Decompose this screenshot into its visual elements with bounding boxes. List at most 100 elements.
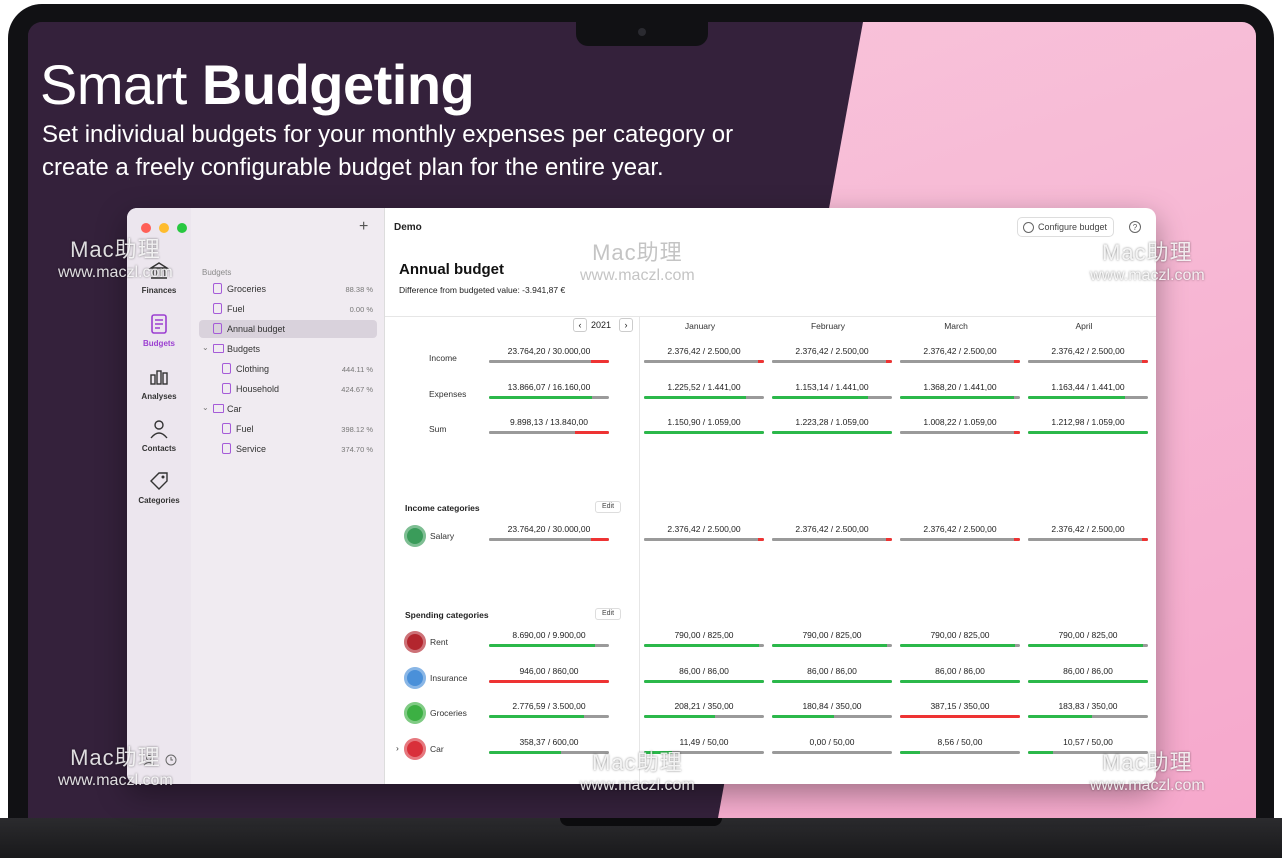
progress-bar xyxy=(1028,431,1148,434)
configure-budget-button[interactable]: Configure budget xyxy=(1017,217,1115,237)
budget-cell[interactable]: 2.376,42 / 2.500,00 xyxy=(644,346,764,366)
budget-cell[interactable]: 790,00 / 825,00 xyxy=(900,630,1020,650)
budget-cell[interactable]: 1.163,44 / 1.441,00 xyxy=(1028,382,1148,402)
budget-cell[interactable]: 1.368,20 / 1.441,00 xyxy=(900,382,1020,402)
budget-cell[interactable]: 13.866,07 / 16.160,00 xyxy=(489,382,609,402)
rail-item-contacts[interactable]: Contacts xyxy=(127,418,191,453)
budget-cell[interactable]: 1.153,14 / 1.441,00 xyxy=(772,382,892,402)
progress-bar xyxy=(772,360,892,363)
budget-cell[interactable]: 9.898,13 / 13.840,00 xyxy=(489,417,609,437)
progress-fill xyxy=(489,360,584,363)
budget-cell[interactable]: 1.008,22 / 1.059,00 xyxy=(900,417,1020,437)
sidebar-item-annual-budget[interactable]: Annual budget xyxy=(199,320,377,338)
budget-cell[interactable]: 946,00 / 860,00 xyxy=(489,666,609,686)
rail-item-analyses[interactable]: Analyses xyxy=(127,366,191,401)
budget-cell[interactable]: 790,00 / 825,00 xyxy=(644,630,764,650)
budget-cell[interactable]: 2.776,59 / 3.500,00 xyxy=(489,701,609,721)
account-icon[interactable] xyxy=(143,754,155,766)
headline: Smart Budgeting xyxy=(40,53,475,116)
progress-bar xyxy=(489,360,609,363)
progress-over xyxy=(591,360,609,363)
budget-doc-icon xyxy=(222,383,231,394)
progress-bar xyxy=(900,751,1020,754)
chevron-down-icon[interactable]: ⌄ xyxy=(202,343,209,352)
budget-cell[interactable]: 208,21 / 350,00 xyxy=(644,701,764,721)
budget-cell[interactable]: 10,57 / 50,00 xyxy=(1028,737,1148,757)
budget-cell[interactable]: 23.764,20 / 30.000,00 xyxy=(489,524,609,544)
sidebar-item-budgets[interactable]: ⌄ Budgets xyxy=(191,340,385,358)
minimize-button[interactable] xyxy=(159,223,169,233)
add-budget-button[interactable]: + xyxy=(359,218,369,235)
budget-cell[interactable]: 1.223,28 / 1.059,00 xyxy=(772,417,892,437)
budget-cell[interactable]: 180,84 / 350,00 xyxy=(772,701,892,721)
sidebar-item-percent: 88.38 % xyxy=(345,285,373,294)
budget-cell[interactable]: 86,00 / 86,00 xyxy=(644,666,764,686)
budget-cell[interactable]: 387,15 / 350,00 xyxy=(900,701,1020,721)
sidebar-item-household[interactable]: Household 424.67 % xyxy=(191,380,385,398)
budget-cell[interactable]: 2.376,42 / 2.500,00 xyxy=(772,524,892,544)
budget-cell[interactable]: 2.376,42 / 2.500,00 xyxy=(1028,524,1148,544)
budget-cell[interactable]: 11,49 / 50,00 xyxy=(644,737,764,757)
progress-bar xyxy=(644,715,764,718)
budget-cell[interactable]: 358,37 / 600,00 xyxy=(489,737,609,757)
prev-year-button[interactable]: ‹ xyxy=(573,318,587,332)
progress-fill xyxy=(1028,751,1054,754)
category-name: Salary xyxy=(430,531,455,541)
rail-item-budgets[interactable]: Budgets xyxy=(127,313,191,348)
sidebar-item-fuel[interactable]: Fuel 0.00 % xyxy=(191,300,385,318)
cell-value: 1.223,28 / 1.059,00 xyxy=(795,417,869,427)
budget-cell[interactable]: 183,83 / 350,00 xyxy=(1028,701,1148,721)
sidebar-item-car[interactable]: ⌄ Car xyxy=(191,400,385,418)
budget-cell[interactable]: 2.376,42 / 2.500,00 xyxy=(644,524,764,544)
next-year-button[interactable]: › xyxy=(619,318,633,332)
cell-value: 208,21 / 350,00 xyxy=(674,701,734,711)
progress-over xyxy=(886,360,892,363)
progress-bar xyxy=(772,431,892,434)
chevron-down-icon[interactable]: ⌄ xyxy=(202,403,209,412)
sidebar-item-label: Clothing xyxy=(236,364,270,374)
progress-bar xyxy=(900,360,1020,363)
budget-cell[interactable]: 2.376,42 / 2.500,00 xyxy=(900,346,1020,366)
difference-text: Difference from budgeted value: -3.941,8… xyxy=(399,285,566,295)
sidebar-item-service[interactable]: Service 374.70 % xyxy=(191,440,385,458)
sidebar-item-clothing[interactable]: Clothing 444.11 % xyxy=(191,360,385,378)
rail-item-categories[interactable]: Categories xyxy=(127,470,191,505)
close-button[interactable] xyxy=(141,223,151,233)
progress-fill xyxy=(644,715,715,718)
folder-icon xyxy=(213,404,224,413)
budget-cell[interactable]: 790,00 / 825,00 xyxy=(1028,630,1148,650)
budget-cell[interactable]: 8.690,00 / 9.900,00 xyxy=(489,630,609,650)
progress-fill xyxy=(489,715,584,718)
rail-item-finances[interactable]: Finances xyxy=(127,260,191,295)
budget-cell[interactable]: 790,00 / 825,00 xyxy=(772,630,892,650)
income-categories-edit-button[interactable]: Edit xyxy=(595,501,621,513)
bar-chart-icon xyxy=(148,366,170,388)
progress-fill xyxy=(489,431,576,434)
help-button[interactable]: ? xyxy=(1129,221,1141,233)
sync-icon[interactable] xyxy=(165,754,177,766)
budget-cell[interactable]: 0,00 / 50,00 xyxy=(772,737,892,757)
person-icon xyxy=(148,418,170,440)
budget-cell[interactable]: 86,00 / 86,00 xyxy=(900,666,1020,686)
watermark-title: Mac助理 xyxy=(592,240,683,265)
budget-cell[interactable]: 2.376,42 / 2.500,00 xyxy=(772,346,892,366)
chevron-right-icon[interactable]: › xyxy=(396,743,399,753)
budget-cell[interactable]: 1.150,90 / 1.059,00 xyxy=(644,417,764,437)
budget-cell[interactable]: 2.376,42 / 2.500,00 xyxy=(1028,346,1148,366)
budget-cell[interactable]: 1.212,98 / 1.059,00 xyxy=(1028,417,1148,437)
sidebar-item-label: Fuel xyxy=(227,304,245,314)
budget-cell[interactable]: 1.225,52 / 1.441,00 xyxy=(644,382,764,402)
sidebar-item-fuel[interactable]: Fuel 398.12 % xyxy=(191,420,385,438)
zoom-button[interactable] xyxy=(177,223,187,233)
progress-bar xyxy=(489,538,609,541)
rail-item-label: Analyses xyxy=(141,392,177,401)
budget-cell[interactable]: 2.376,42 / 2.500,00 xyxy=(900,524,1020,544)
budget-cell[interactable]: 86,00 / 86,00 xyxy=(772,666,892,686)
progress-over xyxy=(1014,360,1020,363)
month-header-january: January xyxy=(684,321,716,331)
budget-cell[interactable]: 86,00 / 86,00 xyxy=(1028,666,1148,686)
budget-cell[interactable]: 8,56 / 50,00 xyxy=(900,737,1020,757)
spending-categories-edit-button[interactable]: Edit xyxy=(595,608,621,620)
sidebar-item-groceries[interactable]: Groceries 88.38 % xyxy=(191,280,385,298)
budget-cell[interactable]: 23.764,20 / 30.000,00 xyxy=(489,346,609,366)
